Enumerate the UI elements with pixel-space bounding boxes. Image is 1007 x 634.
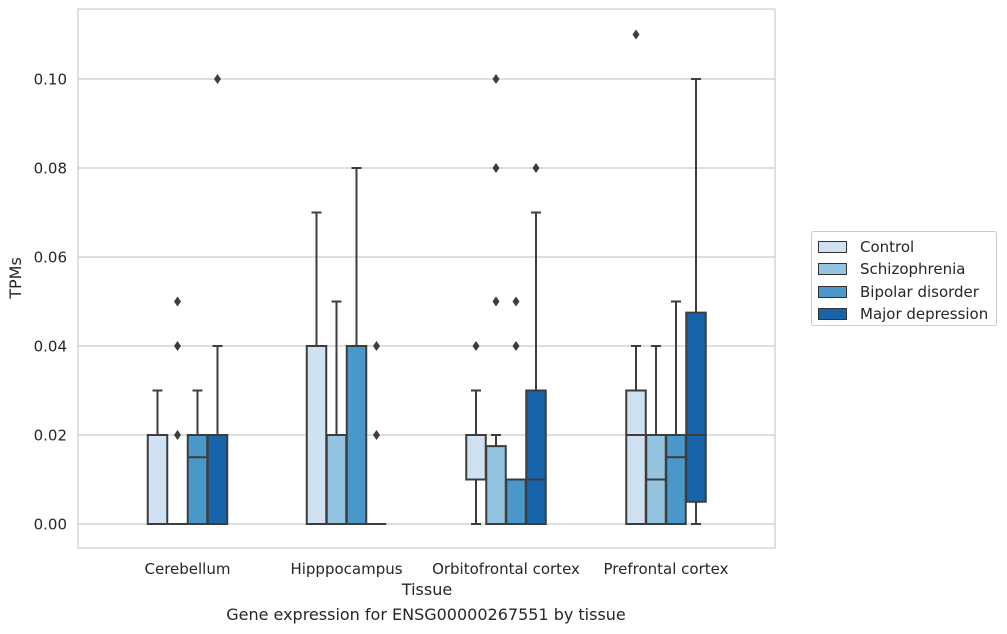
x-tick-label: Prefrontal cortex [604,560,729,578]
box-body [625,389,647,525]
box-schizophrenia-2 [485,74,507,525]
y-tick-label: 0.08 [34,160,67,178]
box-body [325,434,348,525]
x-tick-labels: Cerebellum Hipppocampus Orbitofrontal cort… [145,560,729,578]
box-body [505,478,527,525]
box-schizophrenia-3 [645,345,667,525]
y-tick-label: 0.10 [34,71,67,89]
box-bipolar-disorder-3 [665,300,687,525]
legend-swatch [818,241,847,254]
y-tick-label: 0.00 [34,516,67,534]
x-tick-label: Orbitofrontal cortex [432,560,580,578]
x-tick-label: Cerebellum [145,560,231,578]
y-tick-label: 0.06 [34,249,67,267]
legend-swatch [818,263,847,276]
outlier-point [174,341,181,351]
outlier-point [492,296,500,307]
outlier-point [512,296,520,307]
box-bipolar-disorder-0 [186,389,209,525]
box-body [685,311,707,503]
outlier-point [373,430,380,440]
box-control-2 [465,341,487,525]
x-axis-label: Tissue [401,580,452,599]
box-body [345,345,368,525]
outlier-point [492,74,500,84]
box-bipolar-disorder-1 [345,167,368,525]
box-major-depression-0 [206,74,229,525]
x-tick-label: Hipppocampus [290,560,402,578]
box-bipolar-disorder-2 [505,296,527,525]
legend-item: Major depression [818,303,990,325]
outlier-point [632,29,640,40]
box-body [665,434,687,525]
outlier-point [174,430,181,440]
box-body [146,434,169,525]
box-schizophrenia-0 [167,296,188,525]
legend-label: Control [860,238,915,257]
box-major-depression-2 [525,163,547,525]
outlier-point [472,341,480,351]
outlier-point [532,163,540,173]
figure-caption: Gene expression for ENSG00000267551 by t… [226,605,626,624]
box-body [206,434,229,525]
box-major-depression-1 [366,341,387,525]
outlier-point [492,163,500,173]
outlier-point [214,74,221,84]
box-body [465,434,487,481]
legend: Control Schizophrenia Bipolar disorder Majo… [811,231,997,326]
legend-label: Bipolar disorder [860,282,979,301]
box-body [305,345,328,525]
box-body [186,434,209,525]
plot-frame [77,8,776,549]
y-tick-labels: 0.00 0.02 0.04 0.06 0.08 0.10 [34,71,67,534]
box-control-3 [625,29,647,525]
y-axis-label: TPMs [6,257,25,300]
y-tick-label: 0.04 [34,338,67,356]
outlier-point [512,341,520,351]
outlier-point [174,296,181,307]
y-tick-label: 0.02 [34,427,67,445]
boxes [146,29,707,525]
legend-swatch [818,308,847,321]
legend-label: Major depression [860,305,989,324]
legend-item: Schizophrenia [818,258,990,280]
box-body [525,389,547,525]
legend-item: Control [818,236,990,258]
outlier-point [373,341,380,351]
legend-label: Schizophrenia [860,260,966,279]
legend-swatch [818,285,847,298]
box-major-depression-3 [685,78,707,525]
legend-item: Bipolar disorder [818,281,990,303]
box-control-0 [146,389,169,525]
box-control-1 [305,211,328,525]
box-schizophrenia-1 [325,300,348,525]
box-body [485,445,507,525]
